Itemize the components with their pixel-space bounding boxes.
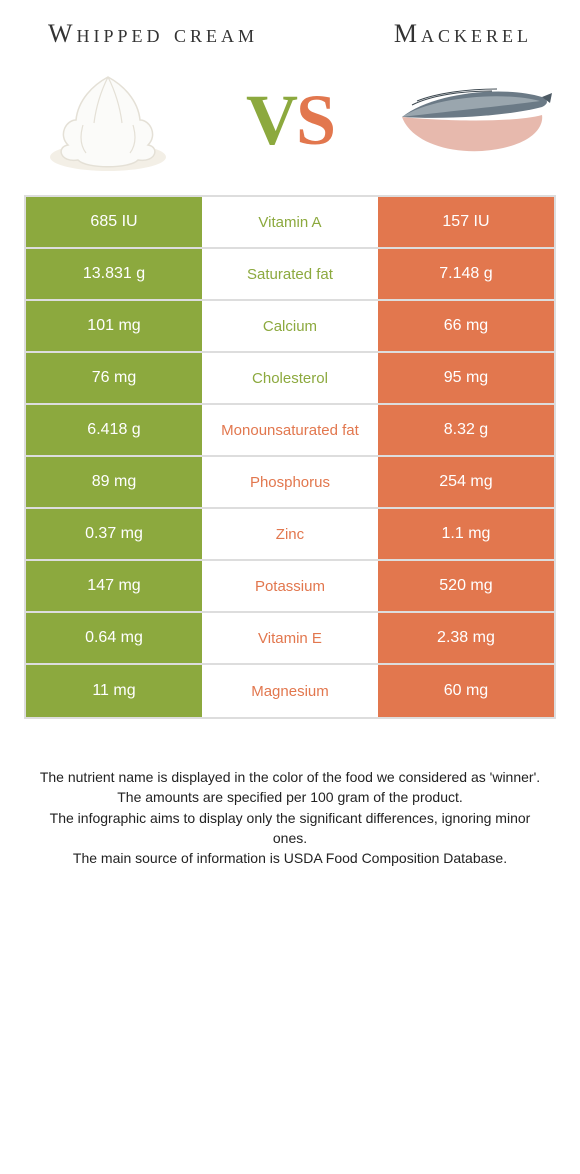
footer-notes: The nutrient name is displayed in the co… — [34, 767, 546, 868]
table-row: 685 IUVitamin A157 IU — [26, 197, 554, 249]
nutrient-label: Vitamin E — [202, 613, 378, 663]
right-value: 157 IU — [378, 197, 554, 247]
right-value: 520 mg — [378, 561, 554, 611]
table-row: 0.37 mgZinc1.1 mg — [26, 509, 554, 561]
table-row: 101 mgCalcium66 mg — [26, 301, 554, 353]
vs-v: V — [246, 80, 296, 160]
left-value: 76 mg — [26, 353, 202, 403]
right-value: 2.38 mg — [378, 613, 554, 663]
nutrient-label: Monounsaturated fat — [202, 405, 378, 455]
nutrient-label: Saturated fat — [202, 249, 378, 299]
table-row: 147 mgPotassium520 mg — [26, 561, 554, 613]
right-value: 95 mg — [378, 353, 554, 403]
right-value: 8.32 g — [378, 405, 554, 455]
table-row: 0.64 mgVitamin E2.38 mg — [26, 613, 554, 665]
nutrient-label: Phosphorus — [202, 457, 378, 507]
table-row: 6.418 gMonounsaturated fat8.32 g — [26, 405, 554, 457]
right-food-title: Mackerel — [394, 18, 532, 49]
nutrient-label: Vitamin A — [202, 197, 378, 247]
right-value: 1.1 mg — [378, 509, 554, 559]
footer-line: The amounts are specified per 100 gram o… — [34, 787, 546, 807]
nutrient-label: Potassium — [202, 561, 378, 611]
footer-line: The nutrient name is displayed in the co… — [34, 767, 546, 787]
images-row: VS — [0, 57, 580, 195]
left-value: 0.64 mg — [26, 613, 202, 663]
right-value: 7.148 g — [378, 249, 554, 299]
nutrient-label: Cholesterol — [202, 353, 378, 403]
left-value: 13.831 g — [26, 249, 202, 299]
table-row: 89 mgPhosphorus254 mg — [26, 457, 554, 509]
vs-label: VS — [246, 79, 334, 162]
table-row: 11 mgMagnesium60 mg — [26, 665, 554, 717]
nutrient-label: Zinc — [202, 509, 378, 559]
right-value: 66 mg — [378, 301, 554, 351]
nutrient-table: 685 IUVitamin A157 IU13.831 gSaturated f… — [24, 195, 556, 719]
left-value: 0.37 mg — [26, 509, 202, 559]
left-value: 147 mg — [26, 561, 202, 611]
right-value: 60 mg — [378, 665, 554, 717]
left-food-title: Whipped cream — [48, 18, 258, 49]
header: Whipped cream Mackerel — [0, 0, 580, 57]
left-value: 11 mg — [26, 665, 202, 717]
footer-line: The infographic aims to display only the… — [34, 808, 546, 849]
table-row: 76 mgCholesterol95 mg — [26, 353, 554, 405]
mackerel-icon — [392, 65, 552, 175]
footer-line: The main source of information is USDA F… — [34, 848, 546, 868]
left-value: 6.418 g — [26, 405, 202, 455]
table-row: 13.831 gSaturated fat7.148 g — [26, 249, 554, 301]
left-value: 101 mg — [26, 301, 202, 351]
right-value: 254 mg — [378, 457, 554, 507]
left-value: 685 IU — [26, 197, 202, 247]
left-value: 89 mg — [26, 457, 202, 507]
nutrient-label: Calcium — [202, 301, 378, 351]
vs-s: S — [296, 80, 334, 160]
whipped-cream-icon — [28, 65, 188, 175]
nutrient-label: Magnesium — [202, 665, 378, 717]
